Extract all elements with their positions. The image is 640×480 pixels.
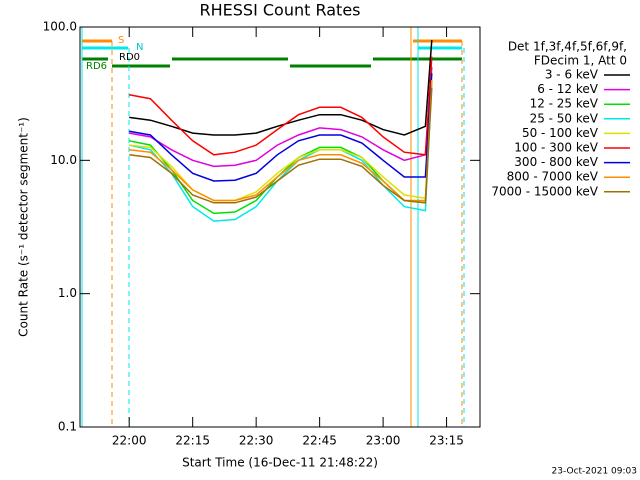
- legend-header: FDecim 1, Att 0: [534, 54, 627, 68]
- legend-label: 100 - 300 keV: [514, 141, 598, 155]
- series-line: [129, 80, 433, 202]
- footer-date: 23-Oct-2021 09:03: [552, 467, 637, 477]
- annotation: S: [118, 35, 124, 46]
- series-line: [129, 73, 433, 182]
- x-axis-label: Start Time (16-Dec-11 21:48:22): [182, 456, 378, 470]
- y-tick-label: 100.0: [43, 20, 77, 34]
- x-tick-label: 22:00: [112, 434, 147, 448]
- legend-label: 7000 - 15000 keV: [491, 184, 598, 198]
- legend-label: 3 - 6 keV: [545, 68, 599, 82]
- x-tick-label: 22:45: [302, 434, 337, 448]
- legend-label: 6 - 12 keV: [537, 82, 599, 96]
- y-axis-label: Count Rate (s⁻¹ detector segment⁻¹): [17, 117, 31, 337]
- x-tick-label: 22:15: [175, 434, 210, 448]
- legend-label: 300 - 800 keV: [514, 155, 598, 169]
- x-tick-label: 23:00: [366, 434, 401, 448]
- y-tick-label: 0.1: [58, 420, 77, 434]
- legend-header: Det 1f,3f,4f,5f,6f,9f,: [508, 40, 627, 54]
- event-lines: [81, 27, 465, 427]
- legend-label: 800 - 7000 keV: [507, 170, 599, 184]
- legend-label: 50 - 100 keV: [522, 126, 599, 140]
- x-tick-label: 22:30: [239, 434, 274, 448]
- series-line: [129, 39, 433, 136]
- y-tick-label: 10.0: [50, 153, 77, 167]
- plot-frame: [79, 26, 481, 428]
- series-line: [129, 80, 433, 202]
- annotation: N: [136, 42, 143, 53]
- series-line: [129, 80, 433, 222]
- annotation: RD0: [119, 52, 140, 63]
- annotation: RD6: [86, 61, 107, 72]
- series-line: [129, 87, 433, 204]
- chart-title: RHESSI Count Rates: [200, 1, 361, 20]
- series-line: [129, 80, 433, 215]
- legend-label: 12 - 25 keV: [530, 97, 599, 111]
- x-tick-label: 23:15: [429, 434, 464, 448]
- series-line: [129, 56, 433, 156]
- y-tick-label: 1.0: [58, 286, 77, 300]
- series-line: [129, 67, 433, 168]
- legend-label: 25 - 50 keV: [530, 111, 599, 125]
